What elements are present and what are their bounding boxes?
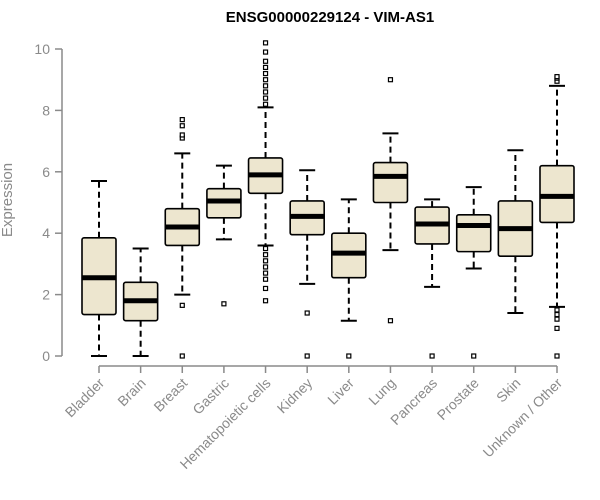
outlier-point [262,285,269,292]
outlier-point [262,70,269,77]
box-group [206,164,242,307]
outlier-point [179,302,185,308]
box-group [122,247,159,357]
box-group [164,117,201,359]
outlier-point [179,123,185,129]
box-group [331,198,367,359]
outlier-point [554,74,560,80]
box-group [81,180,117,357]
box-group [455,186,492,359]
box [372,161,409,204]
outlier-point [262,95,269,101]
y-tick-label: 8 [42,102,50,118]
outlier-point [554,316,560,322]
outlier-point [262,252,269,258]
outlier-point [262,245,269,252]
outlier-point [554,311,560,318]
outlier-point [346,353,352,359]
category-label: Lung [365,375,398,408]
category-label: Unknown / Other [480,375,566,461]
outlier-point [262,276,269,282]
box [455,213,492,253]
outlier-point [262,264,269,270]
outlier-point [387,318,394,324]
outlier-point [304,353,310,359]
chart-title: ENSG00000229124 - VIM-AS1 [226,9,434,26]
outlier-point [262,298,269,304]
outlier-point [554,325,560,331]
outlier-point [262,64,269,71]
y-tick-label: 2 [42,287,50,303]
box-group [539,74,575,359]
outlier-point [262,83,269,89]
box-group [247,40,284,304]
outlier-point [554,353,560,359]
outlier-point [262,258,269,264]
category-label: Breast [150,375,190,415]
category-label: Kidney [274,375,316,417]
category-label: Prostate [434,375,482,423]
outlier-point [262,89,269,95]
box-group [497,149,534,315]
y-tick-label: 0 [42,348,50,364]
y-axis-label: Expression [0,163,16,237]
box-group [414,198,450,359]
outlier-point [304,310,310,316]
outlier-point [262,40,269,46]
box-group [289,169,325,359]
category-label: Bladder [62,375,108,421]
outlier-point [387,77,394,83]
y-tick-label: 10 [34,41,50,57]
outlier-point [179,132,185,138]
outlier-point [429,353,435,359]
outlier-point [554,307,560,313]
axes: 0 2 4 6 8 10 [34,41,558,373]
outlier-point [262,101,269,107]
category-label: Liver [324,375,357,408]
y-tick-label: 4 [42,225,50,241]
outlier-point [262,77,269,83]
category-label: Brain [114,375,148,409]
y-tick-label: 6 [42,164,50,180]
outlier-point [262,49,269,55]
category-label: Skin [493,375,524,406]
outlier-point [262,58,269,64]
outlier-point [262,270,269,276]
outlier-point [179,353,185,359]
box-group [372,77,409,324]
outlier-point [179,117,185,123]
outlier-point [471,353,477,359]
outlier-point [221,301,227,307]
boxes [81,40,575,359]
